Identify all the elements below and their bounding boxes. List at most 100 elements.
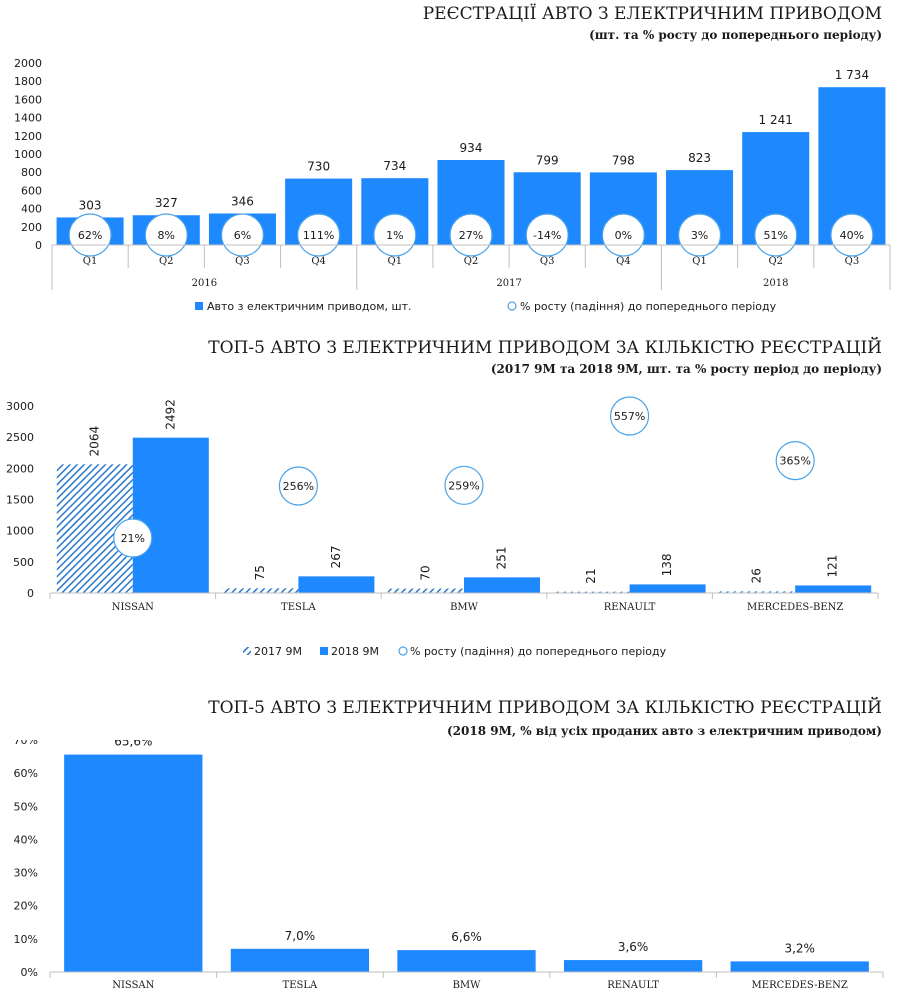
growth-label: 111% [303,229,334,242]
growth-marker [444,465,484,505]
data-label: 1 241 [759,113,793,127]
data-label: 267 [329,545,343,568]
growth-label: 62% [78,229,102,242]
bar-2017 [719,591,796,593]
y-tick-label: 500 [13,556,34,569]
data-label: 6,6% [451,930,482,944]
y-tick-label: 20% [14,900,38,913]
growth-label: 256% [283,480,314,493]
legend-label: 2017 9М [254,645,302,658]
data-label: 1 734 [835,68,869,82]
growth-marker [278,466,318,506]
bar [397,950,536,972]
group-label: 2018 [763,278,788,289]
y-tick-label: 200 [21,221,42,234]
growth-label: 6% [234,229,251,242]
y-tick-label: 10% [14,933,38,946]
growth-label: 27% [459,229,483,242]
x-tick-label: Q1 [83,256,98,267]
growth-label: 1% [386,229,403,242]
y-tick-label: 1400 [14,112,42,125]
growth-label: -14% [533,229,561,242]
bar-2017 [388,588,464,593]
chart2-subtitle: (2017 9М та 2018 9М, шт. та % росту пері… [490,362,882,376]
bar-2018 [795,585,872,593]
growth-label: 21% [121,532,145,545]
x-tick-label: MERCEDES-BENZ [747,602,843,613]
x-tick-label: TESLA [281,602,316,613]
y-tick-label: 0 [35,239,42,252]
chart3-subtitle: (2018 9М, % від усіх проданих авто з еле… [446,724,882,738]
x-tick-label: Q3 [540,256,555,267]
data-label: 798 [612,153,635,167]
data-label: 303 [79,198,102,212]
bar-2018 [132,437,209,593]
y-tick-label: 1500 [6,494,34,507]
data-label: 823 [688,151,711,165]
bar-2017 [222,588,299,593]
y-tick-label: 3000 [6,400,34,413]
group-label: 2017 [496,278,521,289]
x-tick-label: NISSAN [112,980,154,991]
growth-label: 0% [615,229,632,242]
y-tick-label: 30% [14,867,38,880]
data-label: 346 [231,195,254,209]
bar [563,960,703,972]
bar-2017 [553,591,630,593]
data-label: 121 [826,555,840,578]
growth-label: 557% [614,410,645,423]
x-tick-label: Q2 [464,256,479,267]
data-label: 799 [536,153,559,167]
x-tick-label: BMW [450,602,479,613]
x-tick-label: Q1 [692,256,707,267]
y-tick-label: 600 [21,184,42,197]
legend-label: % росту (падіння) до попереднього період… [520,300,777,313]
bar [730,961,869,972]
growth-label: 51% [764,229,788,242]
bar [230,948,370,972]
y-tick-label: 800 [21,166,42,179]
y-tick-label: 1600 [14,93,42,106]
y-tick-label: 0% [21,966,38,979]
x-tick-label: MERCEDES-BENZ [752,980,848,991]
data-label: 75 [253,565,267,580]
bar-2018 [464,577,540,593]
x-tick-label: Q1 [388,256,403,267]
legend-swatch-bar [195,302,203,310]
y-tick-label: 70% [14,740,38,747]
legend-label: Авто з електричним приводом, шт. [207,300,412,313]
chart3-title: ТОП-5 АВТО З ЕЛЕКТРИЧНИМ ПРИВОДОМ ЗА КІЛ… [208,698,882,718]
y-tick-label: 1000 [6,525,34,538]
y-tick-label: 60% [14,767,38,780]
data-label: 730 [307,160,330,174]
x-tick-label: TESLA [283,980,318,991]
data-label: 7,0% [285,929,316,943]
y-tick-label: 2000 [14,57,42,70]
growth-label: 3% [691,229,708,242]
x-tick-label: Q3 [845,256,860,267]
x-tick-label: NISSAN [112,602,154,613]
data-label: 327 [155,196,178,210]
y-tick-label: 1800 [14,75,42,88]
legend-label: % росту (падіння) до попереднього період… [410,645,667,658]
bar-2018 [298,576,375,593]
growth-label: 8% [158,229,175,242]
x-tick-label: Q3 [235,256,250,267]
data-label: 2492 [163,399,177,430]
data-label: 65,6% [114,740,152,749]
growth-marker [113,518,153,558]
chart1-title: РЕЄСТРАЦІЇ АВТО З ЕЛЕКТРИЧНИМ ПРИВОДОМ [422,4,882,24]
data-label: 26 [750,568,764,583]
y-tick-label: 1200 [14,130,42,143]
chart2-title: ТОП-5 АВТО З ЕЛЕКТРИЧНИМ ПРИВОДОМ ЗА КІЛ… [208,338,882,358]
y-tick-label: 0 [27,587,34,600]
legend-swatch-circle [507,301,517,311]
x-tick-label: Q2 [159,256,174,267]
chart3-top5-share: 0% 10% 20% 30% 40% 50% 60% 70% 65,6% NISSAN 7,0% TE… [14,740,884,991]
x-tick-label: Q2 [768,256,783,267]
data-label: 70 [419,565,433,580]
data-label: 2064 [87,426,101,457]
y-tick-label: 2500 [6,431,34,444]
data-label: 934 [460,141,483,155]
group-label: 2016 [192,278,217,289]
